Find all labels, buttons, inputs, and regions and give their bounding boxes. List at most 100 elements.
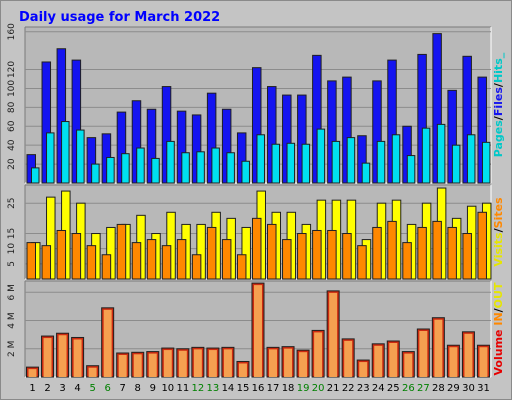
volume-bar-highlight (133, 354, 142, 377)
legend-entry: / (492, 82, 505, 87)
volume-bar-highlight (193, 349, 202, 377)
legend-entry: Sites (492, 197, 505, 228)
y-tick-label: 15 (7, 228, 17, 239)
sites-bar (101, 254, 112, 280)
sites-bar (357, 245, 367, 280)
x-tick-label: 12 (192, 383, 205, 394)
files-bar (391, 134, 401, 184)
legend-entry: Visits (492, 232, 505, 267)
day-axis: 1 2 3 4 5 6 7 8 9 10 11 12 13 14 15 16 17 18 19 20 21 22 23 24 2… (29, 383, 490, 394)
volume-bar-highlight (43, 338, 52, 377)
y-tick-label: 40 (7, 139, 17, 151)
volume-bar-highlight (464, 333, 473, 377)
x-tick-label: 15 (237, 383, 250, 394)
sites-bar (131, 242, 142, 280)
volume-bar-highlight (299, 352, 308, 377)
x-tick-label: 22 (342, 383, 355, 394)
x-tick-label: 28 (432, 383, 445, 394)
sites-bar (191, 254, 202, 280)
volume-bar-highlight (269, 349, 278, 377)
volume-bar-highlight (479, 347, 488, 377)
volume-bar-highlight (58, 335, 67, 377)
files-bar (151, 157, 160, 184)
sites-bar (26, 242, 36, 280)
files-bar (211, 147, 220, 184)
volume-bar-highlight (208, 350, 217, 377)
x-tick-label: 11 (176, 383, 189, 394)
files-bar (136, 147, 145, 184)
y-tick-label: 60 (7, 120, 17, 132)
volume-bar-highlight (419, 331, 428, 377)
sites-bar (447, 226, 457, 280)
x-tick-label: 9 (150, 383, 156, 394)
x-tick-label: 26 (402, 383, 415, 394)
files-bar (406, 155, 416, 184)
files-bar (316, 128, 326, 184)
chart-title: Daily usage for March 2022 (19, 10, 220, 25)
x-tick-label: 31 (477, 383, 490, 394)
x-tick-label: 5 (89, 383, 95, 394)
x-tick-label: 19 (297, 383, 310, 394)
x-tick-label: 21 (327, 383, 340, 394)
files-bar (331, 140, 341, 184)
volume-bar-highlight (163, 350, 172, 377)
y-tick-label: 25 (7, 197, 17, 208)
volume-bar-highlight (28, 369, 37, 377)
visits-sites-panel: 5 10 15 25 (7, 184, 492, 280)
legend-entry: Files (492, 87, 505, 117)
legend-entry: / (492, 227, 505, 232)
legend-visits-sites: Visits/Sites (492, 197, 505, 267)
x-tick-label: 10 (161, 383, 174, 394)
sites-bar (387, 220, 397, 280)
legend-entry: Volume (492, 329, 505, 375)
volume-panel: 2 M 4 M 6 M (7, 280, 492, 378)
volume-bar-highlight (148, 353, 157, 377)
volume-bar-highlight (329, 292, 338, 377)
files-bar (241, 160, 250, 184)
x-tick-label: 7 (120, 383, 126, 394)
y-tick-label: 10 (7, 243, 17, 255)
sites-bar (236, 254, 247, 280)
sites-bar (146, 239, 157, 280)
files-bar (31, 167, 40, 184)
x-tick-label: 6 (104, 383, 110, 394)
sites-bar (71, 233, 82, 280)
volume-bar-highlight (238, 363, 247, 377)
sites-bar (251, 217, 262, 280)
files-bar (451, 144, 461, 184)
files-bar (61, 121, 70, 184)
sites-bar (297, 233, 307, 280)
files-bar (301, 143, 311, 184)
volume-bar-highlight (88, 367, 97, 377)
sites-bar (221, 239, 232, 280)
legend-entry: IN (492, 312, 505, 329)
x-tick-label: 20 (312, 383, 325, 394)
files-bar (106, 156, 115, 184)
sites-bar (342, 233, 352, 280)
sites-bar (116, 223, 127, 280)
x-tick-label: 4 (74, 383, 80, 394)
x-tick-label: 14 (222, 383, 235, 394)
x-tick-label: 30 (462, 383, 475, 394)
y-tick-label: 20 (7, 158, 17, 170)
files-bar (466, 134, 476, 184)
x-tick-label: 3 (59, 383, 65, 394)
volume-bar-highlight (253, 285, 262, 377)
x-tick-label: 2 (44, 383, 50, 394)
sites-bar (372, 226, 382, 280)
x-tick-label: 27 (417, 383, 430, 394)
x-tick-label: 8 (135, 383, 141, 394)
hits-files-panel: 20 40 60 80 100 120 160 (7, 23, 492, 184)
sites-bar (176, 239, 187, 280)
sites-bar (432, 220, 442, 280)
files-bar (346, 137, 356, 184)
sites-bar (417, 226, 427, 280)
sites-bar (86, 245, 97, 280)
files-bar (91, 163, 100, 184)
legend-entry: / (492, 307, 505, 312)
x-tick-label: 29 (447, 383, 460, 394)
volume-bar-highlight (103, 309, 112, 377)
files-bar (361, 162, 371, 184)
volume-bar-highlight (73, 339, 82, 377)
